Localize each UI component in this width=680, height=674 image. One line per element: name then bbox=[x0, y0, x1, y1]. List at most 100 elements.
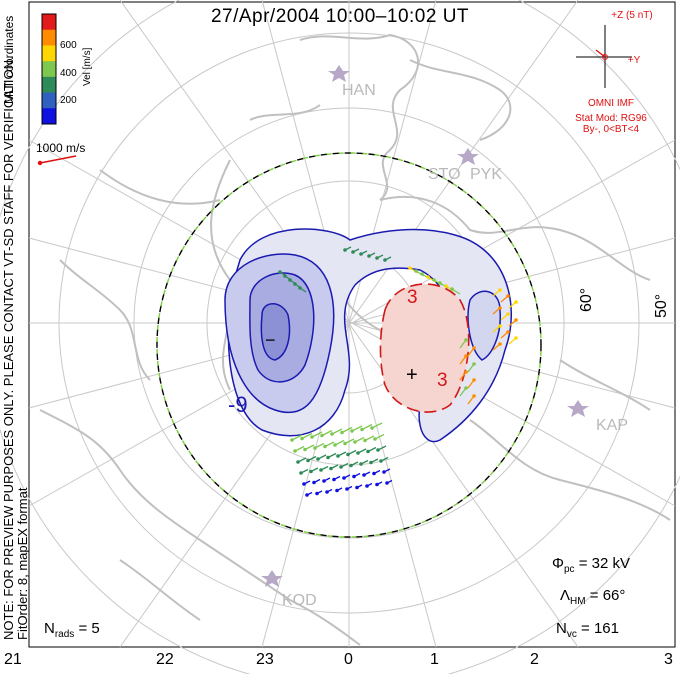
colorbar-segment bbox=[42, 108, 56, 125]
mlt-tick-23: 23 bbox=[256, 651, 274, 668]
mlt-tick-21: 21 bbox=[4, 651, 22, 668]
hm-boundary bbox=[156, 152, 542, 538]
imf-z-label: +Z (5 nT) bbox=[611, 10, 653, 21]
velocity-vector-origin bbox=[438, 281, 442, 285]
velocity-vector-origin bbox=[498, 306, 502, 310]
reference-vector bbox=[39, 155, 77, 164]
velocity-vector-origin bbox=[352, 474, 356, 479]
velocity-vector-origin bbox=[367, 254, 371, 258]
velocity-vector-origin bbox=[360, 427, 364, 432]
colorbar-segment bbox=[42, 61, 56, 78]
velocity-vector-origin bbox=[325, 490, 329, 494]
stat-lambda-value: = 66° bbox=[589, 587, 626, 604]
velocity-vectors bbox=[278, 246, 518, 497]
velocity-vector-origin bbox=[290, 438, 294, 442]
velocity-vector-origin bbox=[329, 466, 333, 471]
velocity-vector-origin bbox=[343, 441, 347, 446]
velocity-vector-origin bbox=[349, 463, 353, 468]
velocity-vector-origin bbox=[319, 468, 323, 472]
velocity-vector-origin bbox=[379, 459, 383, 463]
velocity-vector-origin bbox=[383, 258, 387, 262]
velocity-vector-origin bbox=[514, 336, 518, 340]
velocity-vector-origin bbox=[313, 446, 317, 450]
station-pyk: PYK bbox=[470, 166, 503, 183]
colorbar-segment bbox=[42, 14, 56, 31]
contour-label-negative: -9 bbox=[228, 392, 248, 417]
mlt-tick-1: 1 bbox=[430, 651, 439, 668]
stat-n-vc-subscript: vc bbox=[566, 629, 577, 640]
velocity-vector bbox=[311, 431, 323, 438]
velocity-vector-origin bbox=[288, 278, 292, 282]
mlt-tick-2: 2 bbox=[530, 651, 539, 668]
velocity-vector-origin bbox=[298, 286, 302, 290]
positive-cell bbox=[379, 283, 470, 413]
velocity-vector-origin bbox=[356, 451, 360, 455]
velocity-vector bbox=[291, 434, 303, 441]
velocity-vector-origin bbox=[343, 248, 347, 252]
velocity-vector-origin bbox=[472, 378, 476, 382]
velocity-vector-origin bbox=[326, 455, 330, 460]
velocity-vector bbox=[321, 429, 333, 437]
colorbar-segment bbox=[42, 92, 56, 109]
stat-phi-symbol: Φ bbox=[552, 555, 564, 572]
imf-origin bbox=[602, 54, 608, 60]
velocity-unit-label: Vel [m/s] bbox=[82, 47, 93, 86]
contour-label-positive-bottom: 3 bbox=[437, 370, 448, 391]
station-sto: STO bbox=[428, 166, 461, 183]
velocity-vector bbox=[371, 422, 383, 429]
velocity-vector-origin bbox=[309, 469, 313, 474]
velocity-vector-origin bbox=[353, 440, 357, 444]
velocity-vector-origin bbox=[464, 338, 468, 342]
velocity-vector-origin bbox=[339, 465, 343, 469]
station-kod: KOD bbox=[282, 592, 317, 609]
velocity-vector-origin bbox=[330, 432, 334, 436]
velocity-vector-origin bbox=[369, 460, 373, 465]
velocity-vector-origin bbox=[355, 485, 359, 490]
velocity-vector-origin bbox=[472, 362, 476, 366]
stat-n-vc-symbol: N bbox=[556, 620, 567, 637]
velocity-vector-origin bbox=[366, 449, 370, 454]
velocity-vector bbox=[301, 432, 313, 440]
velocity-vector-origin bbox=[283, 274, 287, 278]
velocity-vector-origin bbox=[498, 324, 502, 328]
stat-lambda-symbol: Λ bbox=[560, 587, 571, 604]
colorbar-segment bbox=[42, 29, 56, 46]
velocity-vector-origin bbox=[293, 449, 297, 453]
mlt-tick-0: 0 bbox=[344, 651, 353, 668]
velocity-vector-origin bbox=[362, 473, 366, 477]
velocity-vector-origin bbox=[335, 488, 339, 493]
velocity-vector-origin bbox=[293, 282, 297, 286]
velocity-vector-origin bbox=[342, 476, 346, 480]
reference-vector-label: 1000 m/s bbox=[36, 141, 86, 155]
latitude-label-50: 50° bbox=[653, 293, 670, 318]
velocity-vector-origin bbox=[385, 481, 389, 485]
velocity-vector-origin bbox=[315, 491, 319, 496]
vel-tick-200: 200 bbox=[60, 95, 77, 106]
velocity-vector-origin bbox=[346, 452, 350, 457]
velocity-vector-origin bbox=[340, 430, 344, 435]
imf-condition: By-, 0<BT<4 bbox=[582, 124, 640, 135]
velocity-vector-origin bbox=[306, 458, 310, 463]
stat-lambda-subscript: HM bbox=[570, 596, 586, 607]
velocity-vector-origin bbox=[351, 250, 355, 254]
stat-phi-subscript: pc bbox=[563, 564, 575, 575]
velocity-colorbar bbox=[41, 13, 57, 125]
negative-cell-side bbox=[467, 290, 501, 361]
velocity-vector-origin bbox=[464, 370, 468, 374]
velocity-vector-origin bbox=[350, 429, 354, 433]
velocity-vector-origin bbox=[464, 354, 468, 358]
velocity-vector-origin bbox=[498, 288, 502, 292]
colorbar-segment bbox=[42, 45, 56, 62]
imf-vector bbox=[595, 49, 606, 58]
velocity-vector-origin bbox=[382, 470, 386, 474]
note-line-1: NOTE: FOR PREVIEW PURPOSES ONLY. PLEASE … bbox=[1, 56, 16, 640]
velocity-vector-origin bbox=[312, 480, 316, 485]
mlt-tick-22: 22 bbox=[156, 651, 174, 668]
velocity-vector-origin bbox=[365, 484, 369, 488]
velocity-vector-origin bbox=[359, 252, 363, 256]
contour-label-positive-top: 3 bbox=[407, 287, 418, 308]
vel-tick-400: 400 bbox=[60, 68, 77, 79]
velocity-vector-origin bbox=[450, 287, 454, 291]
velocity-vector-origin bbox=[305, 493, 309, 497]
stat-n-vc-value: = 161 bbox=[581, 620, 619, 637]
